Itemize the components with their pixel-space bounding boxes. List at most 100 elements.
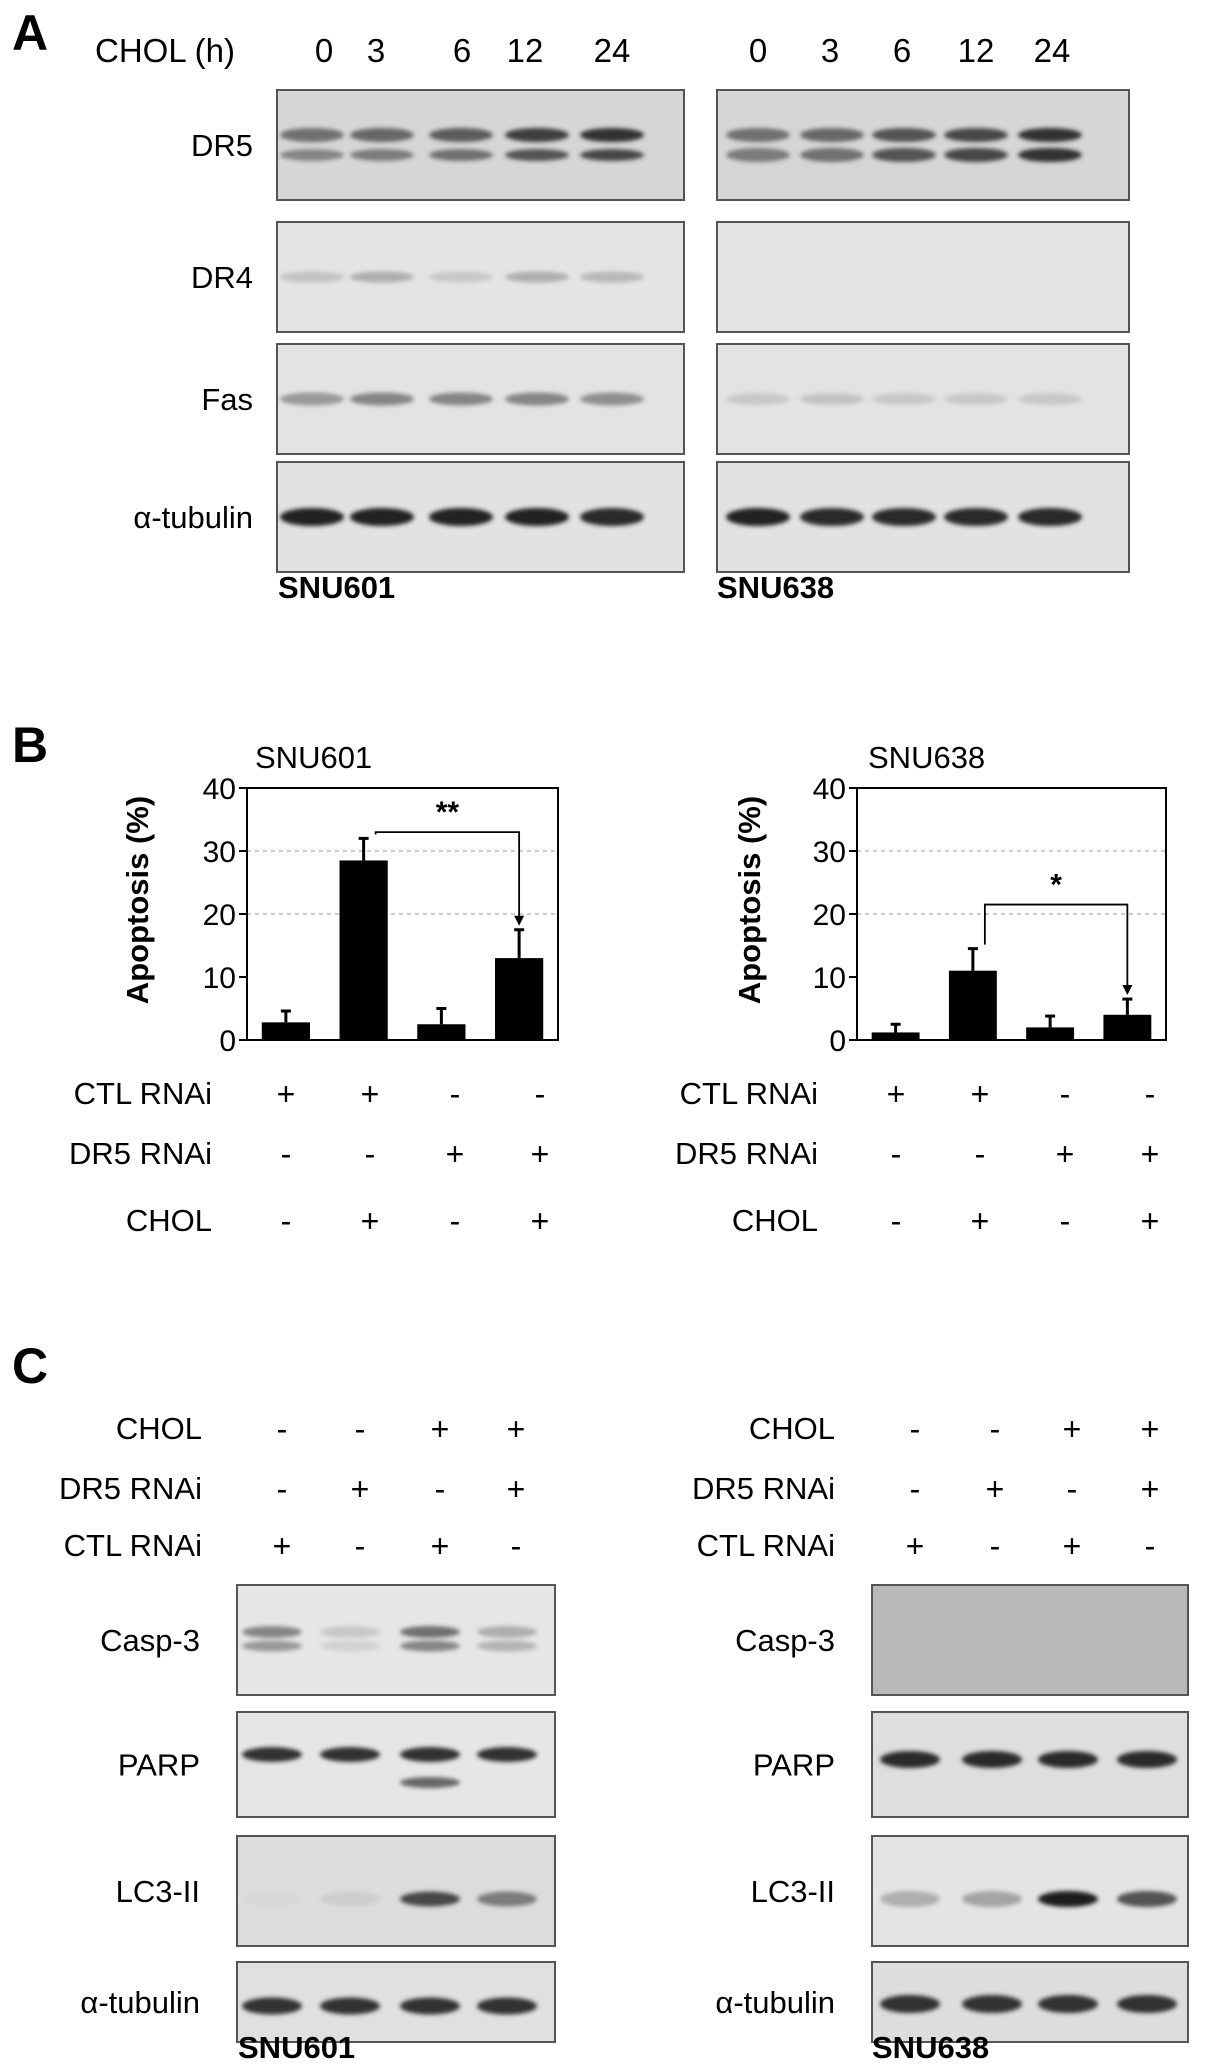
significance-snu601: ** bbox=[374, 796, 525, 926]
condition-cell: - bbox=[990, 1528, 1001, 1564]
bar bbox=[1026, 1027, 1075, 1040]
time-point-left: 12 bbox=[507, 32, 544, 69]
condition-cell: - bbox=[535, 1076, 546, 1112]
y-tick-label: 30 bbox=[203, 836, 236, 869]
plot-frame-snu601 bbox=[246, 787, 559, 1041]
band bbox=[400, 1777, 460, 1788]
condition-label: CTL RNAi bbox=[680, 1076, 818, 1111]
condition-cell: - bbox=[277, 1411, 288, 1447]
condition-table-c-left: CHOL - - + + DR5 RNAi - + - + CTL RNAi + - + - bbox=[59, 1411, 525, 1564]
blot-row: DR4 bbox=[191, 221, 1130, 333]
band bbox=[242, 1891, 302, 1907]
condition-cell: - bbox=[365, 1136, 376, 1172]
grid-lines-snu638 bbox=[857, 850, 1166, 915]
band bbox=[505, 149, 569, 161]
band bbox=[320, 1891, 380, 1907]
blot-membrane-right bbox=[716, 89, 1130, 201]
blot-label: Fas bbox=[201, 382, 253, 417]
significance-arrow bbox=[1122, 985, 1133, 996]
y-axis-label-snu638: Apoptosis (%) bbox=[732, 796, 767, 1004]
band bbox=[580, 149, 644, 161]
band bbox=[800, 508, 864, 526]
band bbox=[320, 1997, 380, 2015]
condition-cell: + bbox=[1063, 1528, 1082, 1564]
band bbox=[880, 1751, 940, 1768]
blot-row-c: α-tubulin α-tubulin bbox=[80, 1961, 1189, 2043]
significance-snu638: * bbox=[983, 869, 1133, 996]
significance-marker: ** bbox=[436, 796, 460, 829]
band bbox=[400, 1997, 460, 2015]
time-point-left: 3 bbox=[367, 32, 385, 69]
condition-cell: - bbox=[1145, 1528, 1156, 1564]
condition-label: DR5 RNAi bbox=[69, 1136, 212, 1171]
grid-lines-snu601 bbox=[247, 850, 558, 915]
panel-c-blots: Casp-3 Casp-3 PARP PARP LC3-II LC3-II α-tubuli… bbox=[80, 1584, 1189, 2043]
band bbox=[1038, 1891, 1098, 1907]
condition-cell: + bbox=[1056, 1136, 1075, 1172]
band bbox=[800, 148, 864, 162]
blot-membrane-left bbox=[236, 1835, 556, 1947]
band bbox=[242, 1747, 302, 1762]
band bbox=[320, 1640, 380, 1652]
band bbox=[350, 392, 414, 406]
band bbox=[1038, 1995, 1098, 2013]
band bbox=[944, 393, 1008, 405]
band bbox=[429, 392, 493, 406]
condition-cell: + bbox=[361, 1203, 380, 1239]
band bbox=[505, 508, 569, 526]
significance-marker: * bbox=[1050, 869, 1062, 902]
condition-cell: + bbox=[446, 1136, 465, 1172]
bar bbox=[495, 958, 544, 1040]
condition-cell: + bbox=[361, 1076, 380, 1112]
condition-cell: + bbox=[1063, 1411, 1082, 1447]
y-tick-label: 0 bbox=[829, 1025, 846, 1058]
condition-cell: + bbox=[531, 1203, 550, 1239]
band bbox=[1018, 128, 1082, 142]
band bbox=[580, 508, 644, 526]
panel-b-letter: B bbox=[12, 717, 48, 773]
condition-cell: + bbox=[1141, 1203, 1160, 1239]
band bbox=[872, 393, 936, 405]
blot-label: α-tubulin bbox=[133, 500, 253, 535]
condition-cell: + bbox=[431, 1411, 450, 1447]
condition-cell: + bbox=[986, 1471, 1005, 1507]
band bbox=[944, 508, 1008, 526]
time-point-left: 0 bbox=[315, 32, 333, 69]
y-tick-label: 40 bbox=[813, 773, 846, 806]
condition-cell: - bbox=[910, 1411, 921, 1447]
band bbox=[280, 149, 344, 161]
condition-label: DR5 RNAi bbox=[59, 1471, 202, 1506]
panel-c: C CHOL - - + + DR5 RNAi - + - + CTL RNAi + - + - CHOL -… bbox=[12, 1338, 1189, 2065]
y-tick-label: 20 bbox=[813, 899, 846, 932]
band bbox=[872, 148, 936, 162]
blot-label-c-left: Casp-3 bbox=[100, 1623, 200, 1658]
bar-chart-snu601: SNU601 Apoptosis (%) 0 10 20 30 40 ** bbox=[120, 740, 559, 1058]
band bbox=[580, 392, 644, 406]
time-point-left: 24 bbox=[594, 32, 631, 69]
band bbox=[280, 508, 344, 526]
condition-cell: - bbox=[281, 1136, 292, 1172]
condition-cell: - bbox=[355, 1411, 366, 1447]
time-point-right: 3 bbox=[821, 32, 839, 69]
y-tick-label: 0 bbox=[219, 1025, 236, 1058]
band bbox=[1117, 1751, 1177, 1768]
bar bbox=[948, 970, 997, 1040]
y-ticks-snu638: 0 10 20 30 40 bbox=[813, 773, 857, 1058]
significance-bracket bbox=[983, 903, 1129, 992]
condition-cell: + bbox=[1141, 1411, 1160, 1447]
band bbox=[1018, 508, 1082, 526]
band bbox=[350, 508, 414, 526]
band bbox=[505, 271, 569, 283]
condition-cell: - bbox=[511, 1528, 522, 1564]
band bbox=[350, 128, 414, 142]
condition-cell: + bbox=[1141, 1136, 1160, 1172]
blot-label-c-right: PARP bbox=[753, 1748, 835, 1783]
band bbox=[280, 392, 344, 406]
band bbox=[320, 1747, 380, 1762]
panel-a-letter: A bbox=[12, 5, 48, 61]
condition-cell: - bbox=[1067, 1471, 1078, 1507]
y-tick-label: 30 bbox=[813, 836, 846, 869]
blot-row-c: PARP PARP bbox=[118, 1711, 1189, 1818]
condition-cell: + bbox=[351, 1471, 370, 1507]
time-points-left: 0 3 6 12 24 bbox=[315, 32, 631, 69]
